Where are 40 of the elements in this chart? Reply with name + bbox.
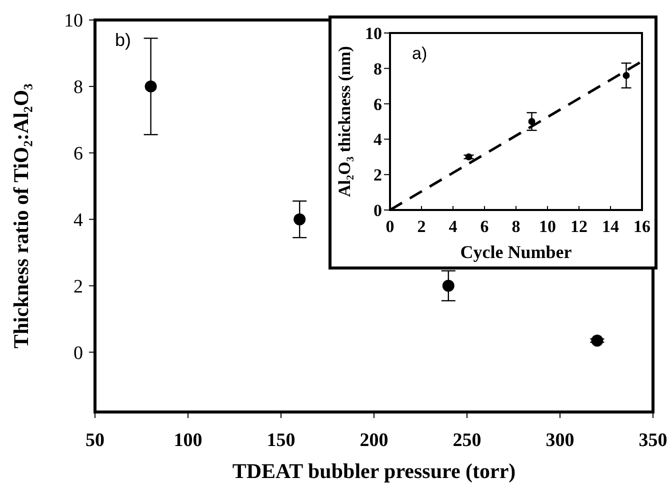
- y-axis-title: Al₂O₃ thickness (nm): [335, 46, 354, 197]
- x-tick-label: 100: [174, 430, 202, 451]
- y-tick-label: 10: [365, 24, 382, 43]
- y-tick-label: 8: [74, 77, 83, 98]
- x-tick-label: 300: [546, 430, 574, 451]
- point: [622, 72, 630, 79]
- y-tick-label: 0: [374, 200, 382, 220]
- x-tick-label: 150: [266, 430, 296, 451]
- x-tick-label: 16: [634, 217, 650, 236]
- y-tick-label: 4: [374, 130, 382, 150]
- y-tick-label: 8: [374, 59, 382, 78]
- y-tick-label: 2: [74, 276, 83, 298]
- x-tick-label: 10: [539, 217, 556, 236]
- y-tick-label: 2: [374, 166, 382, 185]
- annotation: b): [115, 30, 132, 50]
- x-tick-label: 2: [417, 217, 426, 236]
- y-tick-label: 10: [64, 10, 83, 32]
- x-tick-label: 4: [448, 217, 458, 236]
- point: [294, 213, 306, 226]
- point: [442, 280, 454, 292]
- y-tick-label: 0: [74, 342, 83, 364]
- x-tick-label: 250: [452, 430, 482, 451]
- x-tick-label: 14: [602, 217, 620, 236]
- x-tick-label: 50: [86, 430, 104, 451]
- point: [144, 80, 157, 92]
- annotation: a): [412, 44, 428, 63]
- x-tick-label: 0: [386, 217, 394, 236]
- x-axis-title: Cycle Number: [460, 242, 572, 262]
- x-tick-label: 12: [570, 217, 588, 236]
- x-tick-label: 8: [512, 217, 520, 236]
- point: [528, 118, 536, 125]
- x-axis-title: TDEAT bubbler pressure (torr): [232, 459, 516, 483]
- x-tick-label: 200: [360, 430, 388, 451]
- y-tick-label: 6: [374, 94, 382, 114]
- point: [591, 334, 604, 347]
- point: [465, 153, 472, 160]
- x-tick-label: 350: [638, 430, 668, 451]
- y-tick-label: 6: [74, 144, 83, 165]
- y-axis-title: Thickness ratio of TiO₂:Al₂O₃: [9, 84, 33, 348]
- x-tick-label: 6: [480, 217, 489, 236]
